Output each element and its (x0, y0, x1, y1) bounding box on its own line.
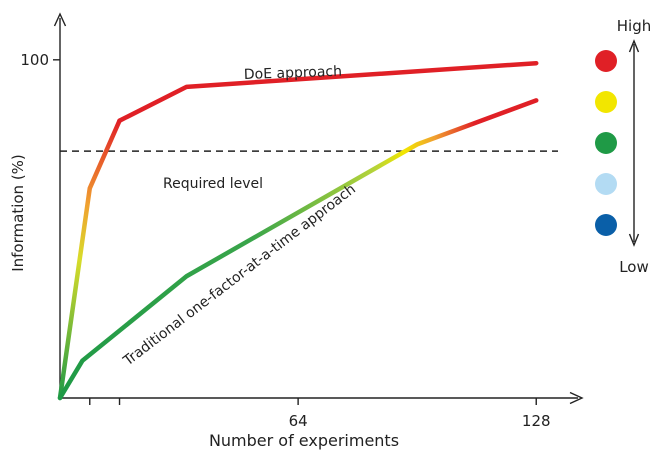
color-scale-low-label: Low (619, 258, 649, 276)
series-label-traditional: Traditional one-factor-at-a-time approac… (120, 181, 359, 370)
color-swatch (595, 91, 617, 113)
color-swatch (595, 173, 617, 195)
y-axis-title: Information (%) (9, 154, 27, 272)
x-axis-title: Number of experiments (209, 431, 399, 450)
x-tick-label: 128 (522, 412, 551, 430)
x-ticks: 64 128 (89, 398, 551, 430)
color-scale-high-label: High (617, 17, 651, 35)
color-swatches (595, 50, 617, 236)
required-level-label: Required level (163, 176, 263, 192)
y-axis-arrow-icon (53, 12, 67, 27)
color-swatch (595, 50, 617, 72)
series-layer (57, 60, 539, 401)
arrow-down-icon (628, 233, 640, 247)
color-swatch (595, 132, 617, 154)
series-line-traditional (57, 98, 539, 401)
axes (53, 12, 584, 405)
y-tick-label: 100 (20, 51, 49, 69)
x-axis-arrow-icon (569, 391, 584, 405)
series-line-doe (117, 60, 539, 123)
x-tick-label: 64 (289, 412, 308, 430)
y-ticks: 100 (20, 51, 60, 69)
arrow-up-icon (628, 39, 640, 53)
color-scale: High Low (595, 17, 651, 276)
color-swatch (595, 214, 617, 236)
series-line-doe-rise (57, 118, 122, 401)
series-label-doe: DoE approach (244, 64, 343, 83)
